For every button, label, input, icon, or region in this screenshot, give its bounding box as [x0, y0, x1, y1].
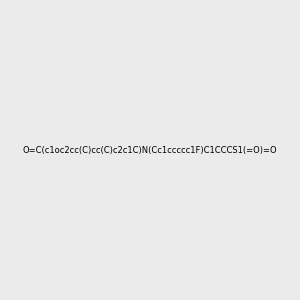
Text: O=C(c1oc2cc(C)cc(C)c2c1C)N(Cc1ccccc1F)C1CCCS1(=O)=O: O=C(c1oc2cc(C)cc(C)c2c1C)N(Cc1ccccc1F)C1…	[23, 146, 277, 154]
